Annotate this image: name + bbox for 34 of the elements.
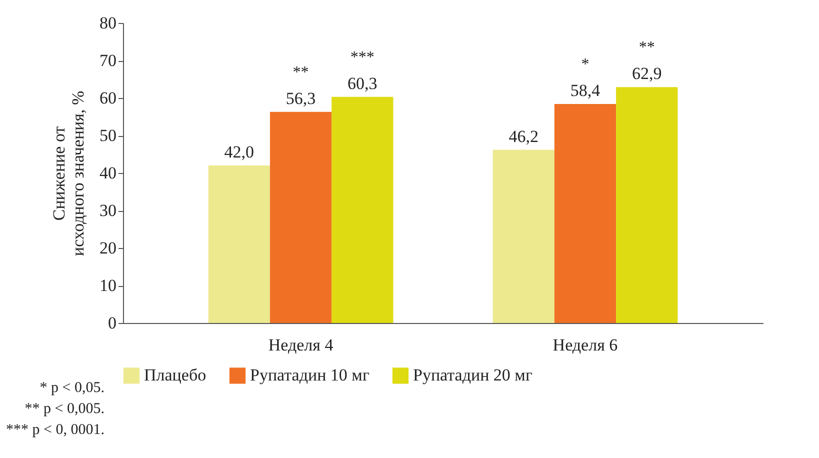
legend-label: Рупатадин 10 мг xyxy=(250,366,370,385)
annotation: * xyxy=(581,56,590,73)
x-tick-label: Неделя 4 xyxy=(268,336,334,354)
data-label: 62,9 xyxy=(632,64,662,84)
y-tick-label: 60 xyxy=(100,88,116,108)
data-label: 56,3 xyxy=(286,88,316,108)
text: *** p < 0, 0001. xyxy=(6,421,104,440)
annotation: ** xyxy=(638,39,655,56)
y-tick-label: 70 xyxy=(100,51,116,70)
bar xyxy=(492,150,554,323)
data-label: 60,3 xyxy=(348,74,378,93)
text: ** p < 0,005. xyxy=(24,400,104,419)
y-tick-label: 10 xyxy=(100,276,116,295)
y-tick-label: 0 xyxy=(108,314,116,332)
data-label: 46,2 xyxy=(508,126,538,146)
data-label: 58,4 xyxy=(570,81,601,100)
y-tick-label: 40 xyxy=(100,164,116,182)
data-label: 42,0 xyxy=(224,142,254,162)
bar xyxy=(332,96,394,323)
bar xyxy=(616,87,678,323)
bar xyxy=(554,104,616,323)
y-tick-label: 50 xyxy=(100,126,116,145)
y-tick-label: 80 xyxy=(100,14,116,32)
legend-label: Плацебо xyxy=(144,366,206,385)
annotation: *** xyxy=(350,48,374,66)
legend-label: Рупатадин 20 мг xyxy=(413,366,532,385)
bar xyxy=(208,166,270,323)
bar xyxy=(270,112,332,323)
y-tick-label: 20 xyxy=(100,238,116,258)
annotation: ** xyxy=(292,64,309,81)
text: * p < 0,05. xyxy=(38,379,104,398)
y-axis-title: Снижение от исходного значения, % xyxy=(50,90,88,256)
x-tick-label: Неделя 6 xyxy=(552,336,618,354)
y-tick-label: 30 xyxy=(100,201,116,220)
